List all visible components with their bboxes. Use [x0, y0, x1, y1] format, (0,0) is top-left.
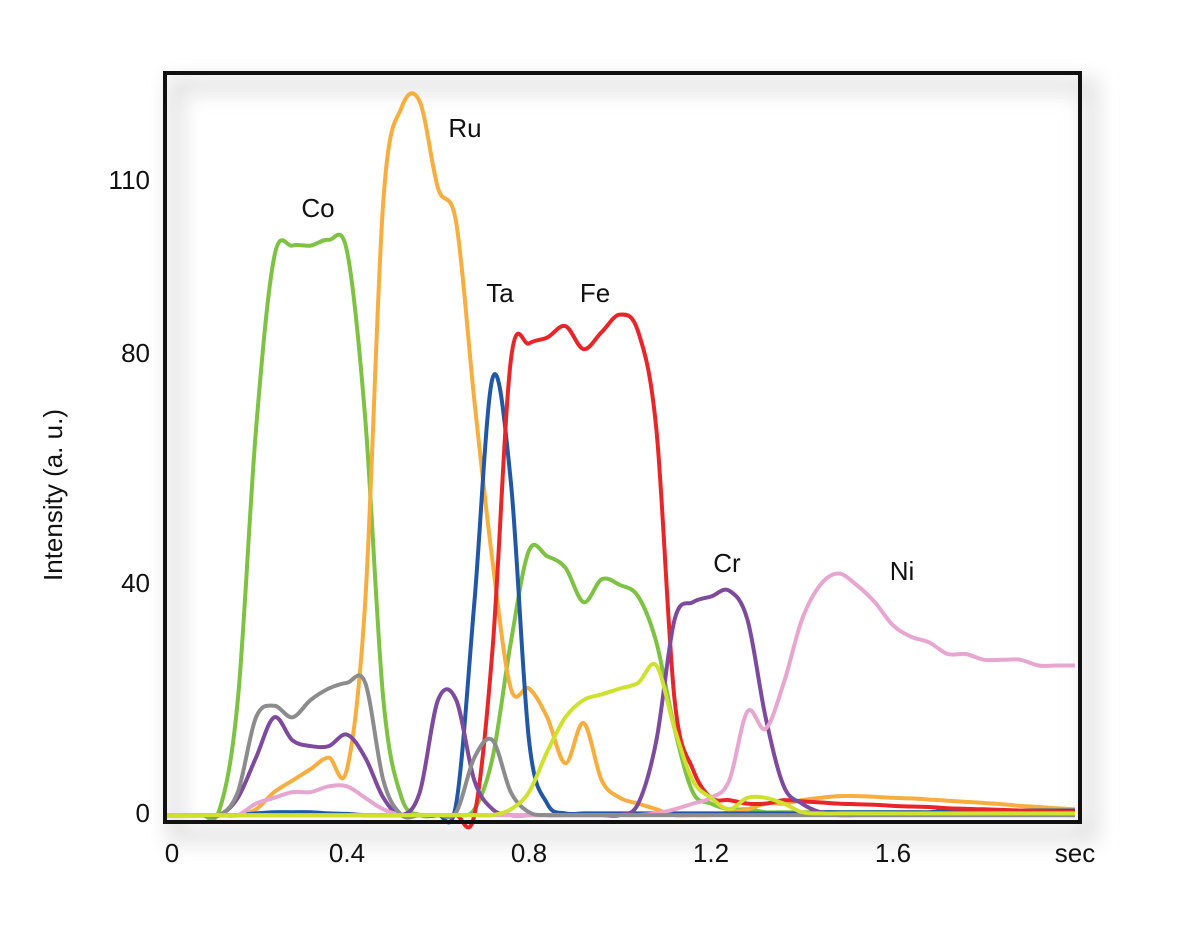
series-line [164, 661, 1075, 818]
plot-area [164, 91, 1076, 830]
series-label: Ni [890, 556, 915, 586]
y-tick-label: 0 [136, 798, 150, 828]
y-tick-label: 110 [109, 165, 150, 195]
series-line [164, 91, 1076, 818]
x-tick-label: 1.2 [693, 838, 729, 868]
y-tick-label: 40 [121, 568, 150, 598]
plot-frame [163, 71, 1082, 824]
series-line [164, 587, 1075, 819]
series-label: Fe [580, 278, 610, 308]
x-tick-label: 1.6 [875, 838, 911, 868]
series-line [164, 372, 1075, 825]
series-label: Cr [713, 548, 741, 578]
x-tick-label: 0.8 [511, 838, 547, 868]
series-line [164, 312, 1076, 830]
x-tick-label: sec [1055, 838, 1095, 868]
series-line [164, 232, 1075, 822]
series-label: Co [301, 193, 334, 223]
series-label: Ta [486, 278, 514, 308]
y-axis-title: Intensity (a. u.) [38, 409, 68, 581]
y-tick-label: 80 [121, 338, 150, 368]
series-label: Ru [448, 113, 481, 143]
series-line [164, 571, 1075, 818]
frame-shadow [168, 78, 1097, 842]
x-tick-label: 0 [165, 838, 179, 868]
x-tick-label: 0.4 [329, 838, 365, 868]
